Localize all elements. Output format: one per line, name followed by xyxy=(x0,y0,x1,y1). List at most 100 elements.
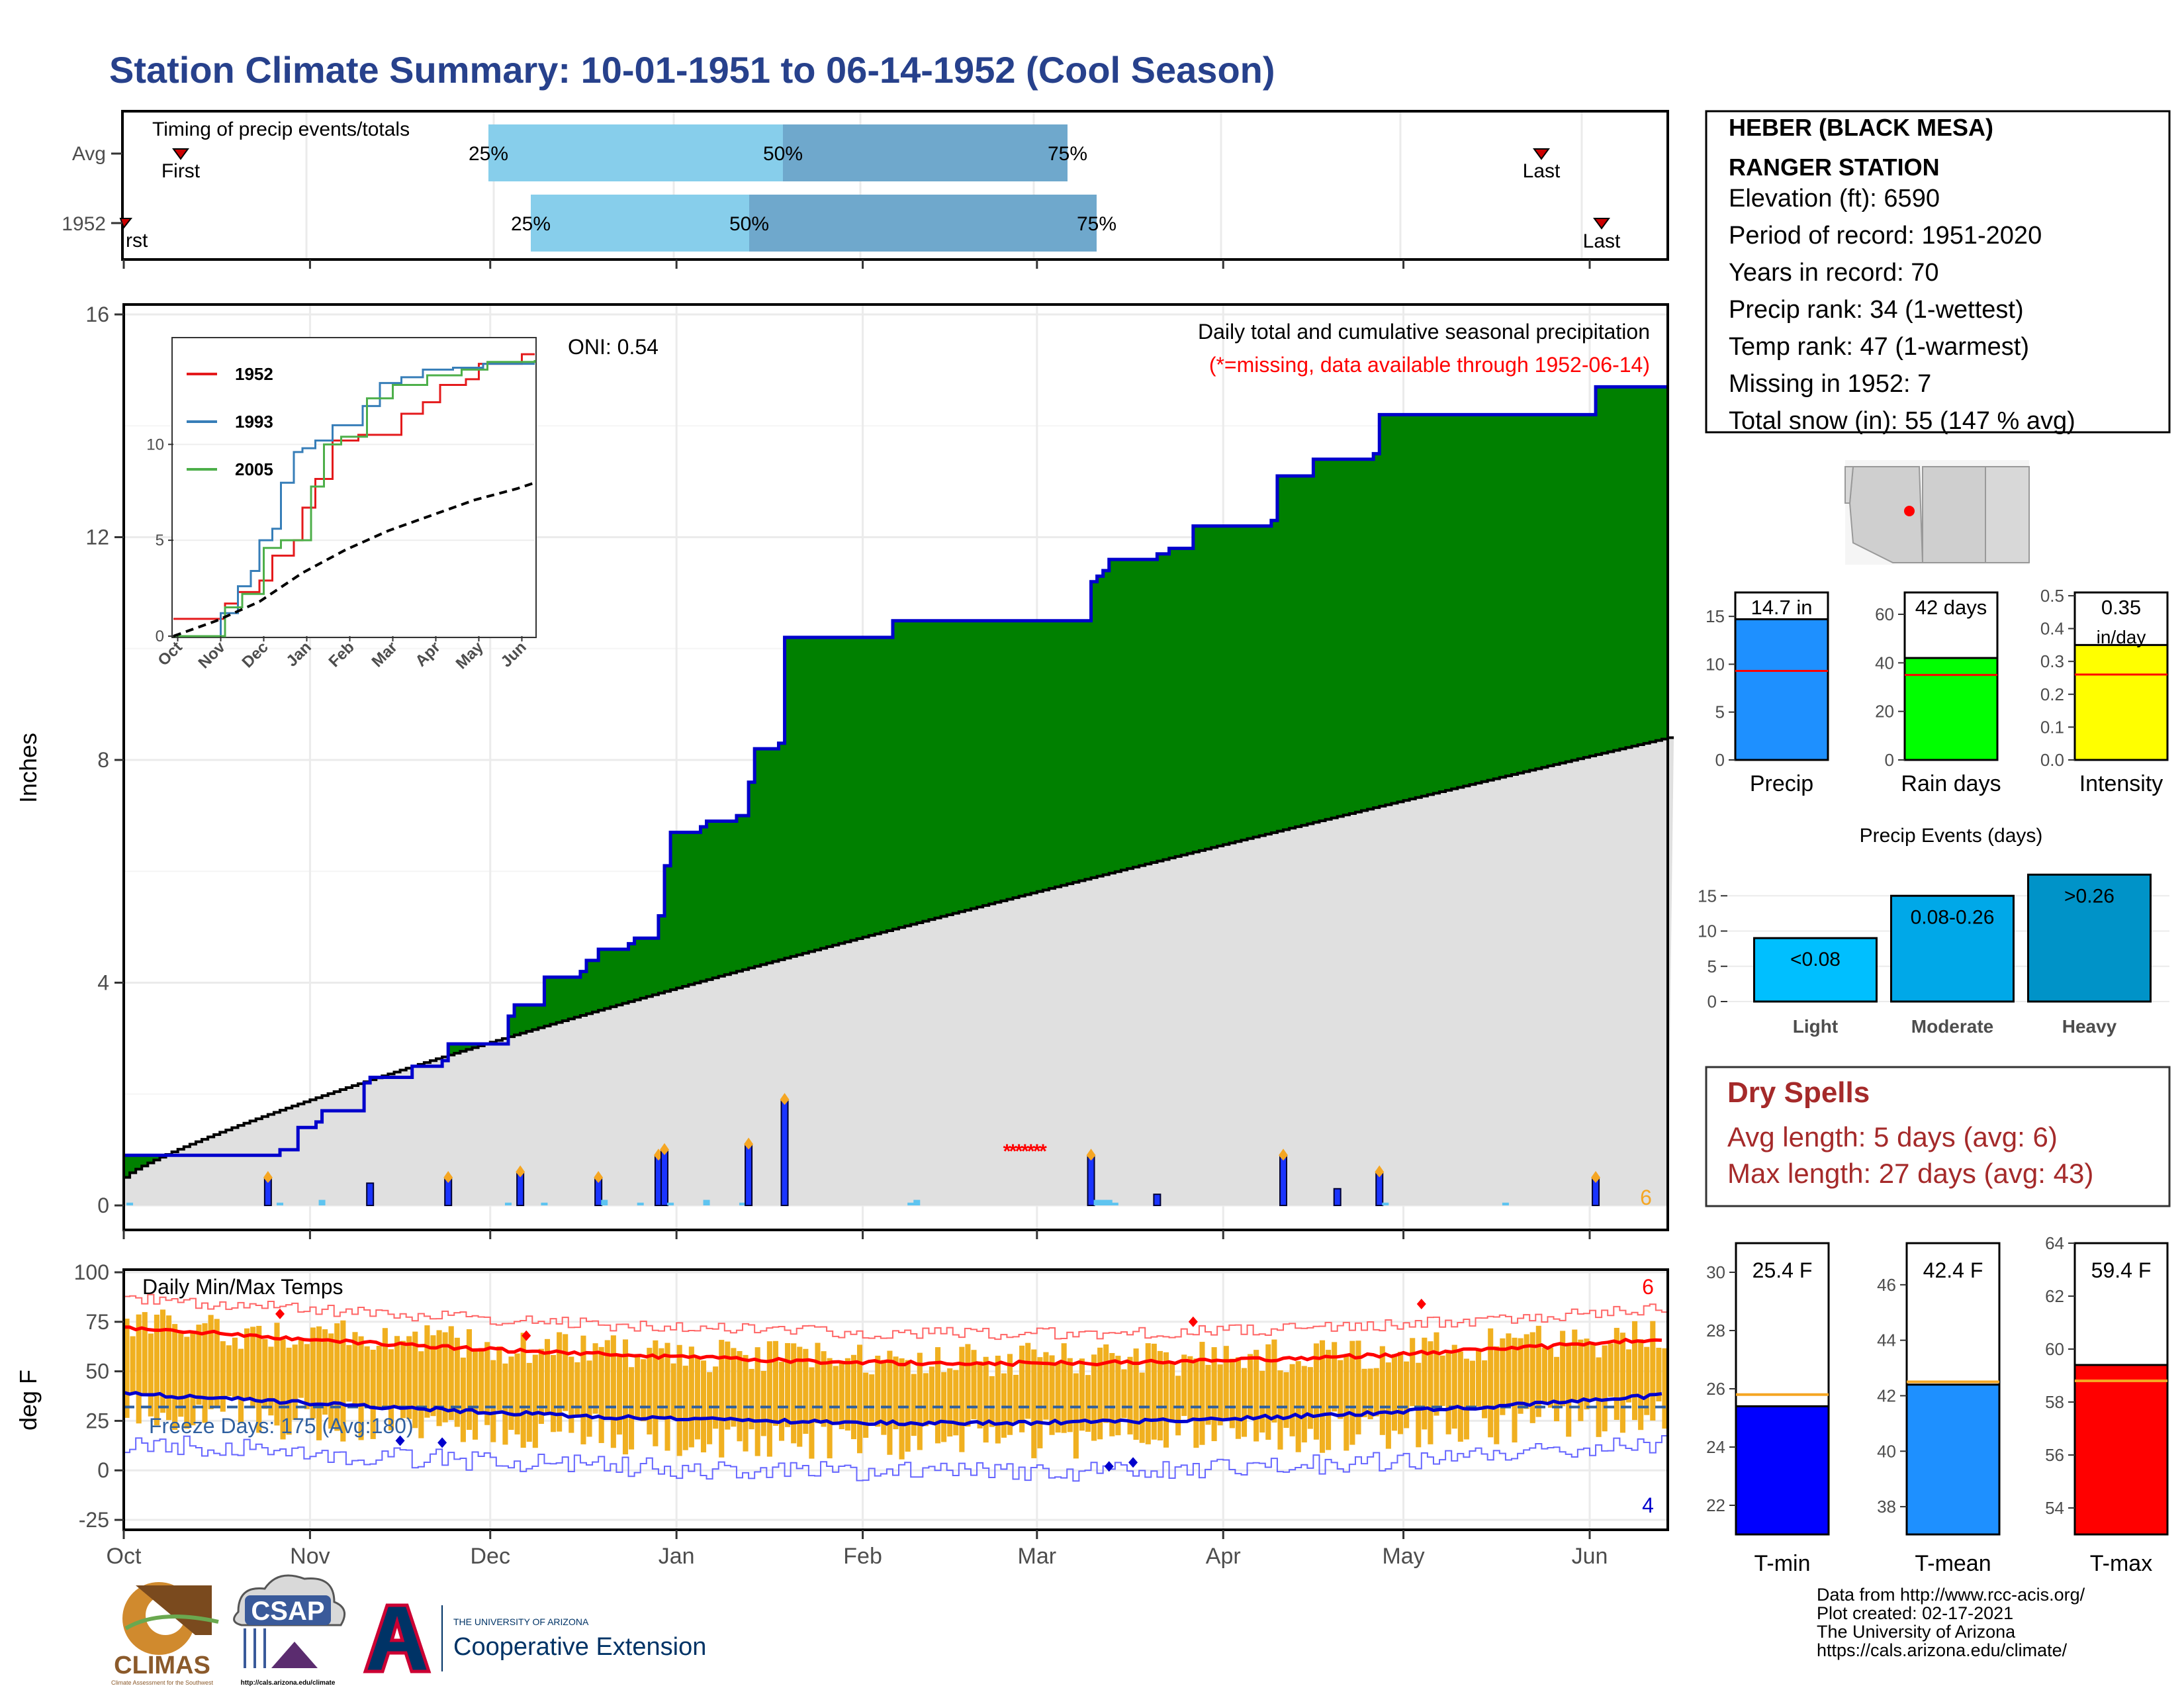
daily-temp-bar xyxy=(1145,1343,1151,1444)
temp-bar-tick-label: 62 xyxy=(2045,1286,2064,1306)
daily-temp-bar xyxy=(544,1338,551,1415)
ua-big-text: Cooperative Extension xyxy=(453,1633,706,1661)
timing-panel: Timing of precip events/totals 25% 50% 7… xyxy=(62,110,1669,261)
daily-temp-bar xyxy=(1133,1348,1139,1440)
mini-bar-tick-label: 5 xyxy=(1715,702,1725,722)
daily-temp-bar xyxy=(484,1342,490,1425)
daily-temp-bar xyxy=(785,1342,791,1427)
daily-temp-bar xyxy=(1338,1360,1343,1419)
temp-y-tick-label: 75 xyxy=(85,1310,109,1334)
snow-marker xyxy=(780,1093,790,1105)
csap-url: http://cals.arizona.edu/climate xyxy=(241,1679,336,1687)
temp-bar-tick-label: 56 xyxy=(2045,1445,2064,1465)
temp-summary-bars: 25.4 F 22 24 26 28 30 T-min 42.4 F 38 40 42 44 46 T-m… xyxy=(1706,1233,2169,1576)
snow-marker xyxy=(516,1165,525,1178)
record-high-marker xyxy=(275,1308,285,1319)
daily-temp-bar xyxy=(713,1366,719,1429)
daily-temp-bar xyxy=(580,1335,586,1444)
temp-y-tick-label: 0 xyxy=(97,1458,109,1482)
daily-temp-bar xyxy=(1163,1352,1169,1448)
precip-y-tick-label: 12 xyxy=(85,526,109,549)
temp-bar-tick-label: 44 xyxy=(1877,1331,1896,1350)
daily-precip-bar xyxy=(660,1149,669,1206)
daily-temp-bar xyxy=(653,1340,659,1446)
daily-temp-bar xyxy=(1013,1374,1019,1423)
precip-y-tick-label: 0 xyxy=(97,1194,109,1217)
daily-temp-bar xyxy=(430,1335,436,1417)
inset-y-tick-label: 5 xyxy=(156,532,164,549)
daily-temp-bar xyxy=(1524,1334,1529,1409)
station-info-box: HEBER (BLACK MESA) RANGER STATION Elevat… xyxy=(1705,110,2171,435)
csap-logo: CSAP http://cals.arizona.edu/climate xyxy=(233,1574,346,1687)
mini-bar-value-label: 14.7 in xyxy=(1751,596,1812,619)
daily-precip-bar xyxy=(126,1202,134,1205)
daily-temp-bar xyxy=(1043,1352,1049,1420)
month-label: Feb xyxy=(843,1544,882,1569)
daily-temp-bar xyxy=(1049,1355,1055,1435)
climas-text: CLIMAS xyxy=(114,1652,210,1679)
temp-bar-t-min: 25.4 F 22 24 26 28 30 T-min xyxy=(1706,1242,1830,1576)
daily-temp-bar xyxy=(1307,1367,1313,1429)
month-label: Jan xyxy=(659,1544,695,1569)
daily-temp-bar xyxy=(694,1356,700,1440)
1952-last-marker xyxy=(1593,218,1610,230)
daily-temp-bar xyxy=(983,1356,989,1443)
daily-temp-bar xyxy=(737,1350,743,1442)
daily-temp-bar xyxy=(850,1354,856,1440)
events-title: Precip Events (days) xyxy=(1860,825,2043,847)
daily-temp-bar xyxy=(1343,1354,1349,1451)
daily-temp-bar xyxy=(1463,1358,1469,1440)
daily-temp-bar xyxy=(184,1336,190,1429)
daily-temp-bar xyxy=(551,1354,557,1432)
precip-y-label: Inches xyxy=(15,733,42,803)
daily-temp-bar xyxy=(514,1353,520,1434)
avg-first-marker xyxy=(172,148,189,160)
daily-temp-bar xyxy=(388,1349,394,1430)
daily-temp-bar xyxy=(557,1332,563,1432)
daily-temp-bar xyxy=(1469,1360,1476,1409)
events-bar-label: 0.08-0.26 xyxy=(1911,906,1995,928)
mini-bar-tick-label: 15 xyxy=(1706,606,1725,626)
daily-temp-bar xyxy=(1301,1366,1307,1443)
daily-temp-bar xyxy=(1451,1344,1457,1429)
missing-note: (*=missing, data available through 1952-… xyxy=(1209,353,1650,377)
daily-temp-bar xyxy=(1248,1354,1253,1417)
mini-bar-tick-label: 0.0 xyxy=(2040,750,2064,770)
missing-day-marker: * xyxy=(1015,1141,1023,1162)
mini-bar-value-label: 42 days xyxy=(1915,596,1987,619)
temp-bar-tick-label: 46 xyxy=(1877,1275,1896,1295)
daily-temp-bar xyxy=(328,1333,334,1429)
inset-legend-label: 2005 xyxy=(235,459,273,479)
temp-y-tick-label: 25 xyxy=(85,1409,109,1432)
daily-precip-bar xyxy=(366,1182,375,1206)
daily-temp-bar xyxy=(130,1336,136,1393)
normal-precip-area xyxy=(124,737,1674,1205)
station-period: Period of record: 1951-2020 xyxy=(1729,222,2042,250)
1952-last-label: Last xyxy=(1583,230,1621,252)
daily-temp-bar xyxy=(1349,1340,1355,1445)
daily-temp-bar xyxy=(1193,1358,1199,1448)
daily-temp-bar xyxy=(1529,1332,1535,1423)
events-y-tick-label: 5 xyxy=(1707,957,1717,976)
daily-temp-bar xyxy=(731,1348,737,1427)
daily-temp-bar xyxy=(478,1348,484,1413)
daily-temp-bar xyxy=(1271,1339,1277,1423)
daily-temp-bar xyxy=(310,1327,316,1419)
mini-bar-rain-days: 42 days 0 20 40 60 Rain days xyxy=(1875,591,2001,796)
daily-temp-bar xyxy=(965,1344,971,1427)
daily-temp-bar xyxy=(947,1368,953,1437)
temp-series xyxy=(123,1293,1668,1482)
daily-temp-bar xyxy=(995,1355,1001,1444)
mini-bar-value-label: in/day xyxy=(2097,627,2146,647)
daily-temp-bar xyxy=(1494,1346,1500,1444)
daily-temp-bar xyxy=(532,1354,538,1448)
events-bar-heavy xyxy=(2027,873,2152,1003)
daily-temp-bar xyxy=(610,1335,616,1448)
events-category-label: Light xyxy=(1793,1016,1838,1037)
daily-temp-bar xyxy=(1181,1354,1187,1417)
timing-row-label-1952: 1952 xyxy=(62,213,106,235)
daily-temp-bar xyxy=(1223,1346,1229,1419)
daily-temp-bar xyxy=(418,1351,424,1438)
daily-temp-bar xyxy=(142,1312,148,1395)
events-bar-moderate xyxy=(1890,894,2015,1003)
